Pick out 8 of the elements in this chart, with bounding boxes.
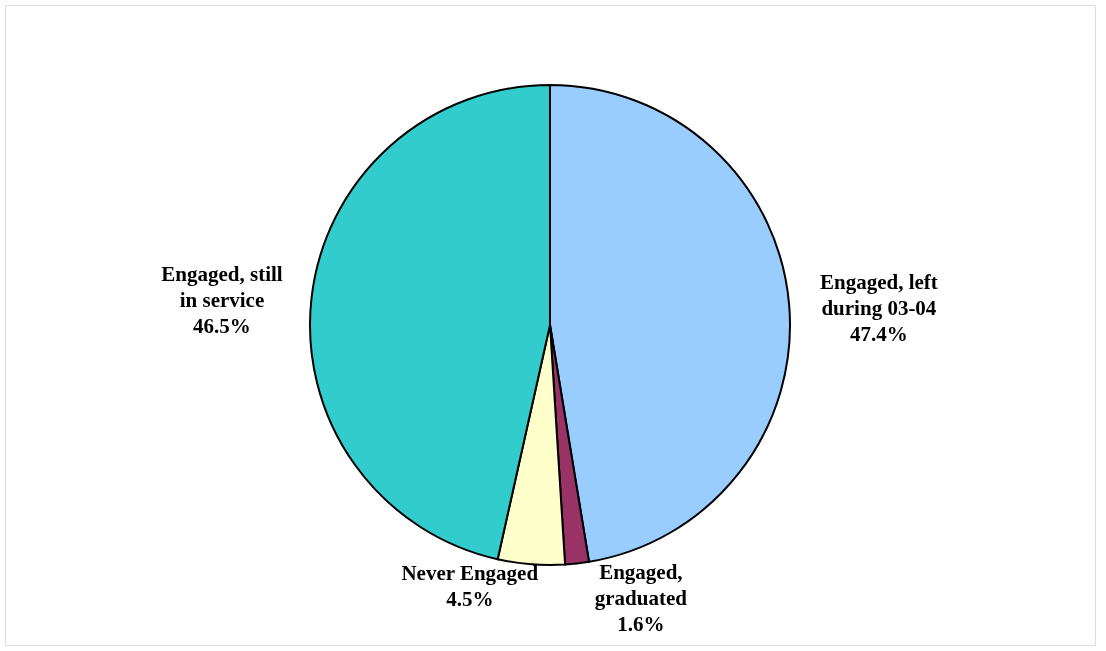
slice-label: Engaged, still in service <box>161 262 283 313</box>
data-label: 1.6% <box>617 612 665 637</box>
data-label: 46.5% <box>193 314 251 339</box>
data-label: 47.4% <box>850 321 908 346</box>
slice-label: Engaged, left during 03-04 <box>819 269 938 320</box>
slice-label: Engaged, graduated <box>594 560 688 611</box>
slice-label: Never Engaged <box>401 561 539 586</box>
data-label: 4.5% <box>446 587 494 612</box>
